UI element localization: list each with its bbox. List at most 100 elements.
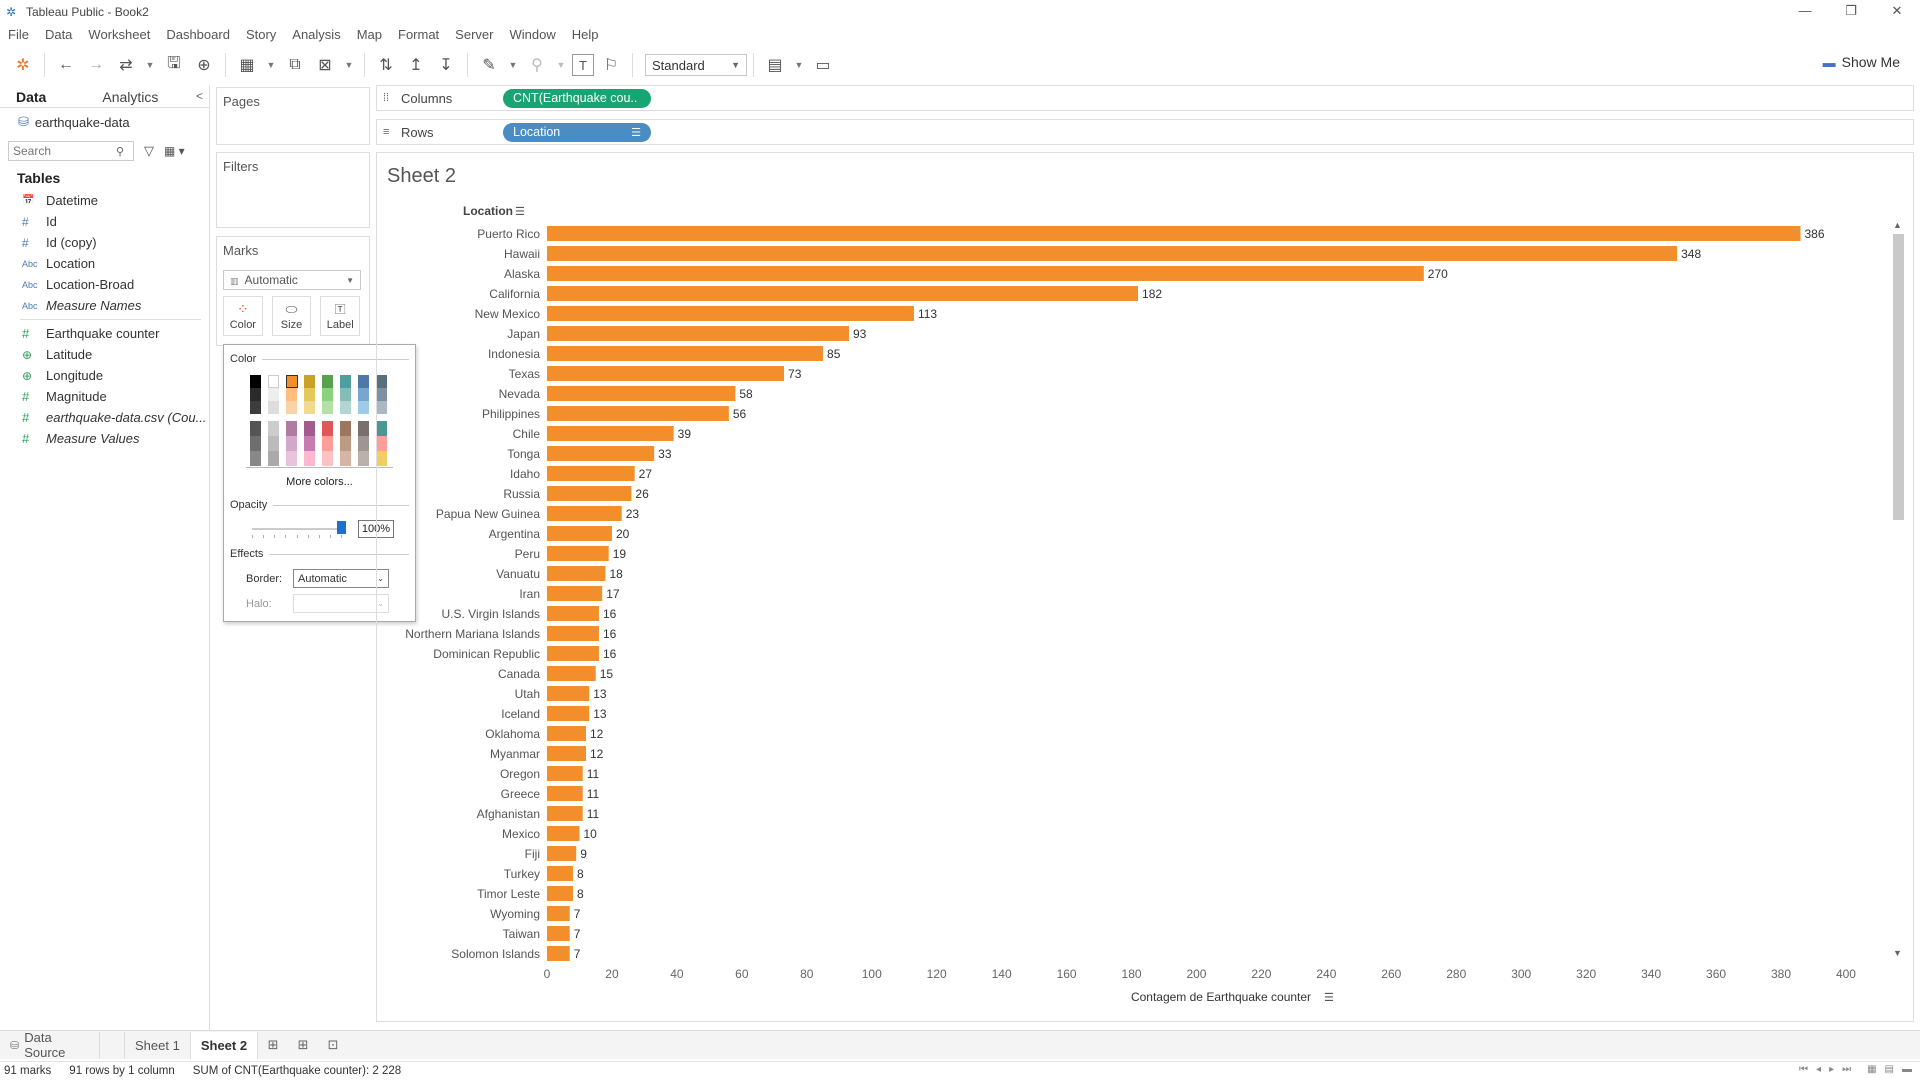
- category-label[interactable]: Argentina: [489, 527, 541, 541]
- color-swatch[interactable]: [376, 375, 387, 388]
- color-swatch[interactable]: [340, 401, 351, 414]
- category-label[interactable]: Oklahoma: [485, 727, 540, 741]
- menu-window[interactable]: Window: [509, 26, 556, 42]
- show-me-button[interactable]: ▬ Show Me: [1823, 54, 1900, 70]
- field-item[interactable]: ⊕ Latitude: [0, 344, 209, 365]
- presentation-mode-icon[interactable]: ▭: [815, 57, 831, 74]
- bar[interactable]: [547, 386, 736, 401]
- bar[interactable]: [547, 926, 570, 941]
- bar[interactable]: [547, 946, 570, 961]
- category-label[interactable]: Fiji: [525, 847, 540, 861]
- show-cards-icon[interactable]: ▤: [767, 57, 783, 74]
- color-swatch[interactable]: [286, 451, 297, 466]
- menu-server[interactable]: Server: [455, 26, 494, 42]
- filters-card[interactable]: Filters: [216, 152, 370, 228]
- menu-story[interactable]: Story: [245, 26, 277, 42]
- swap-rows-columns-icon[interactable]: ⇅: [379, 57, 393, 74]
- bar[interactable]: [547, 466, 635, 481]
- chevron-down-icon[interactable]: ▼: [266, 60, 276, 70]
- category-label[interactable]: Turkey: [504, 867, 540, 881]
- row-header[interactable]: Location: [463, 204, 513, 218]
- category-label[interactable]: Peru: [515, 547, 540, 561]
- category-label[interactable]: Oregon: [500, 767, 540, 781]
- category-label[interactable]: Iran: [519, 587, 540, 601]
- columns-pill[interactable]: CNT(Earthquake cou..: [503, 88, 651, 108]
- tableau-start-icon[interactable]: ✲: [16, 57, 30, 74]
- sort-icon[interactable]: ☰: [1324, 992, 1334, 1004]
- menu-format[interactable]: Format: [398, 26, 440, 42]
- bar[interactable]: [547, 286, 1139, 301]
- filmstrip-icon[interactable]: ▤: [1884, 1064, 1894, 1075]
- restore-icon[interactable]: ❐: [1845, 3, 1857, 18]
- color-swatch[interactable]: [268, 388, 279, 401]
- color-swatch[interactable]: [376, 421, 387, 436]
- bar[interactable]: [547, 706, 590, 721]
- category-label[interactable]: Myanmar: [490, 747, 540, 761]
- color-swatch[interactable]: [322, 421, 333, 436]
- new-dashboard-icon[interactable]: ⊞: [297, 1037, 309, 1052]
- category-label[interactable]: Wyoming: [490, 907, 540, 921]
- pages-card[interactable]: Pages: [216, 87, 370, 145]
- fix-axes-icon[interactable]: ⚐: [603, 57, 619, 74]
- color-swatch[interactable]: [286, 421, 297, 436]
- color-swatch[interactable]: [358, 388, 369, 401]
- color-swatch[interactable]: [322, 451, 333, 466]
- color-swatch[interactable]: [304, 401, 315, 414]
- menu-data[interactable]: Data: [44, 26, 73, 42]
- chevron-down-icon[interactable]: ▼: [145, 60, 155, 70]
- bar[interactable]: [547, 566, 606, 581]
- border-select[interactable]: Automatic ⌄: [293, 569, 389, 588]
- filter-icon[interactable]: ▽: [144, 143, 154, 158]
- tab-data[interactable]: Data: [16, 89, 47, 105]
- category-label[interactable]: Texas: [509, 367, 540, 381]
- bar[interactable]: [547, 426, 674, 441]
- category-label[interactable]: Philippines: [482, 407, 540, 421]
- color-swatch[interactable]: [286, 375, 297, 388]
- bar[interactable]: [547, 806, 583, 821]
- color-swatch[interactable]: [358, 436, 369, 451]
- menu-worksheet[interactable]: Worksheet: [88, 26, 151, 42]
- color-swatch[interactable]: [250, 401, 261, 414]
- fit-select[interactable]: Standard ▼: [645, 54, 747, 76]
- bar[interactable]: [547, 546, 609, 561]
- bar[interactable]: [547, 506, 622, 521]
- category-label[interactable]: Alaska: [504, 267, 540, 281]
- category-label[interactable]: Japan: [507, 327, 540, 341]
- bar[interactable]: [547, 326, 850, 341]
- color-swatch[interactable]: [286, 401, 297, 414]
- category-label[interactable]: Chile: [513, 427, 541, 441]
- duplicate-sheet-icon[interactable]: ⧉: [289, 56, 301, 73]
- menu-dashboard[interactable]: Dashboard: [166, 26, 230, 42]
- tabs-view-icon[interactable]: ▬: [1902, 1064, 1912, 1075]
- color-swatch[interactable]: [376, 401, 387, 414]
- color-swatch[interactable]: [268, 401, 279, 414]
- bar[interactable]: [547, 486, 632, 501]
- category-label[interactable]: Vanuatu: [496, 567, 540, 581]
- color-swatch[interactable]: [322, 401, 333, 414]
- label-button[interactable]: 🅃 Label: [320, 296, 361, 336]
- rows-pill[interactable]: Location ☰: [503, 122, 651, 142]
- menu-analysis[interactable]: Analysis: [292, 26, 341, 42]
- sort-descending-icon[interactable]: ↧: [439, 57, 453, 74]
- bar[interactable]: [547, 786, 583, 801]
- halo-select[interactable]: ⌄: [293, 594, 389, 613]
- bar[interactable]: [547, 346, 824, 361]
- category-label[interactable]: Mexico: [502, 827, 540, 841]
- view-options-icon[interactable]: ▦ ▾: [164, 144, 185, 158]
- color-swatch[interactable]: [340, 451, 351, 466]
- category-label[interactable]: Puerto Rico: [477, 227, 540, 241]
- group-members-icon[interactable]: ⚲: [531, 57, 543, 74]
- field-item[interactable]: ⊕ Longitude: [0, 365, 209, 386]
- new-worksheet-icon[interactable]: ▦: [239, 57, 255, 74]
- columns-shelf[interactable]: ⁞⁞ Columns CNT(Earthquake cou..: [376, 85, 1914, 111]
- bar[interactable]: [547, 766, 583, 781]
- data-source-tab[interactable]: ⛁ Data Source: [0, 1030, 100, 1060]
- field-item[interactable]: 📅 Datetime: [0, 190, 209, 211]
- x-axis-title[interactable]: Contagem de Earthquake counter: [1131, 990, 1311, 1004]
- color-swatch[interactable]: [322, 436, 333, 451]
- redo-icon[interactable]: →: [88, 56, 104, 73]
- color-swatch[interactable]: [268, 375, 279, 388]
- color-swatch[interactable]: [268, 436, 279, 451]
- bar[interactable]: [547, 366, 785, 381]
- mark-type-select[interactable]: ▥ Automatic ▼: [223, 270, 361, 290]
